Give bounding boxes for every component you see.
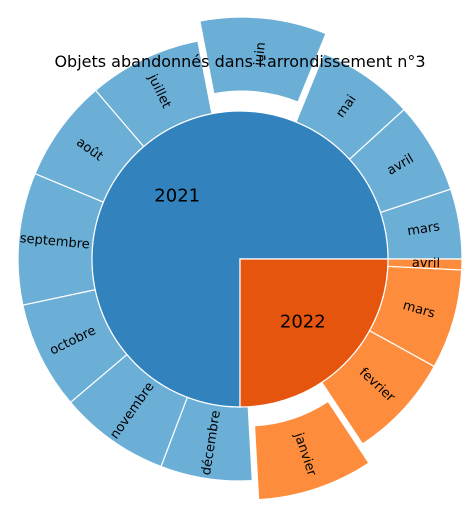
wedge-2022-janvier [253, 400, 370, 501]
wedge-2021-juin [199, 16, 327, 103]
label-2022-avril: avril [412, 256, 441, 272]
inner-ring [91, 110, 389, 408]
label-2021-juin: juin [252, 41, 269, 67]
label-year-2021: 2021 [154, 186, 200, 207]
label-year-2022: 2022 [280, 311, 326, 332]
label-2021-mars: mars [406, 219, 441, 239]
wedge-year-2022 [239, 258, 389, 408]
label-2021-septembre: septembre [19, 231, 90, 252]
outer-ring [17, 16, 463, 501]
chart-title: Objets abandonnés dans l'arrondissement … [54, 52, 425, 71]
